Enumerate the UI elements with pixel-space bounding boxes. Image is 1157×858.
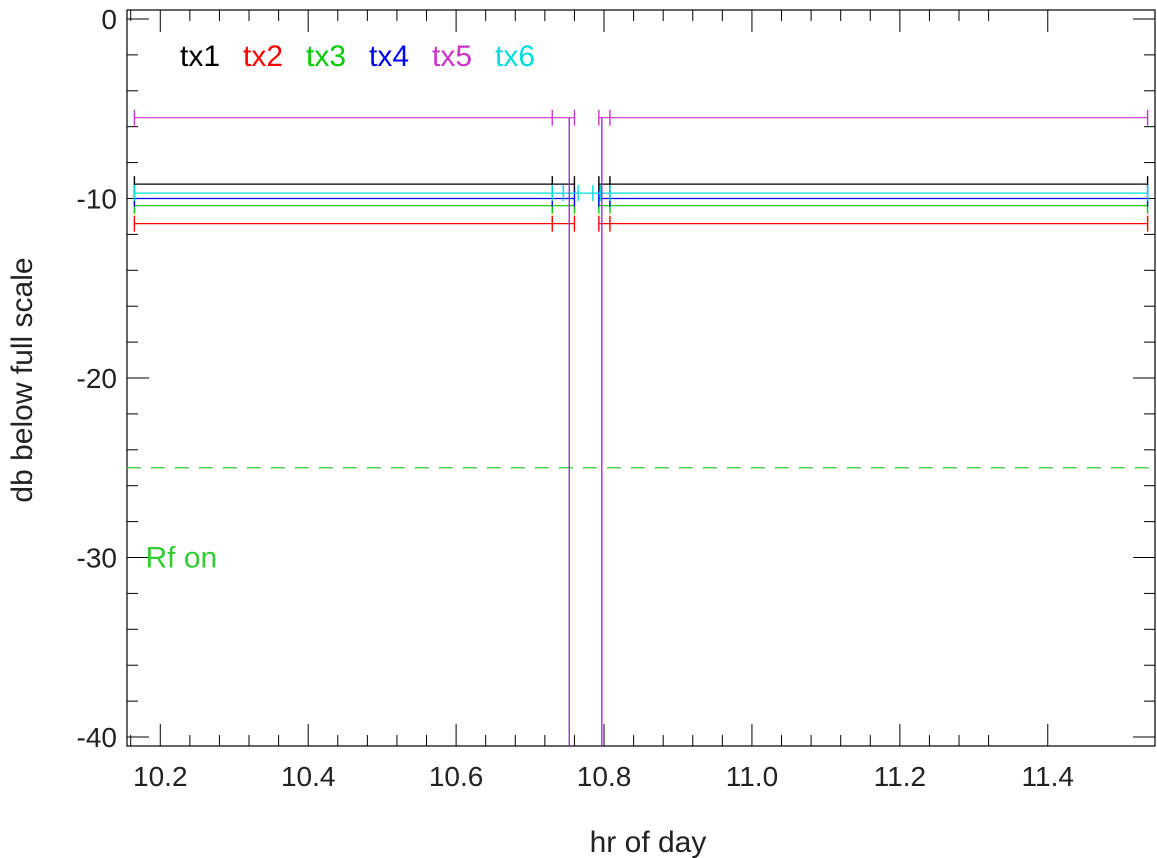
x-tick-label: 11.2 bbox=[874, 761, 926, 792]
legend: tx1 tx2 tx3 tx4 tx5 tx6 bbox=[180, 40, 535, 73]
x-tick-label: 10.8 bbox=[577, 761, 632, 792]
x-tick-label: 10.6 bbox=[429, 761, 484, 792]
x-tick-label: 11.0 bbox=[726, 761, 778, 792]
y-tick-label: 0 bbox=[101, 4, 117, 35]
y-tick-label: -40 bbox=[77, 722, 117, 753]
annotation-label: Rf on bbox=[145, 542, 217, 575]
series-tx6 bbox=[133, 185, 1149, 202]
series-tx1 bbox=[133, 176, 1149, 193]
y-axis-label: db below full scale bbox=[6, 257, 39, 502]
annotations: Rf on bbox=[145, 542, 217, 575]
x-tick-label: 10.4 bbox=[281, 761, 336, 792]
legend-item-tx3: tx3 bbox=[306, 40, 346, 73]
x-tick-label: 11.4 bbox=[1022, 761, 1074, 792]
x-axis-ticks: 10.2 10.4 10.6 10.8 11.0 11.2 11.4 bbox=[130, 10, 1074, 792]
series-layer bbox=[133, 109, 1149, 232]
y-tick-label: -30 bbox=[77, 543, 117, 574]
series-tx2 bbox=[133, 215, 1149, 232]
legend-item-tx1: tx1 bbox=[180, 40, 220, 73]
x-tick-label: 10.2 bbox=[133, 761, 188, 792]
y-axis-ticks: 0 -10 -20 -30 -40 bbox=[77, 4, 1155, 753]
legend-item-tx2: tx2 bbox=[243, 40, 283, 73]
legend-item-tx5: tx5 bbox=[432, 40, 472, 73]
drop-layer bbox=[568, 117, 603, 746]
y-tick-label: -10 bbox=[77, 183, 117, 214]
series-tx3 bbox=[133, 197, 1149, 214]
legend-item-tx6: tx6 bbox=[495, 40, 535, 73]
legend-item-tx4: tx4 bbox=[369, 40, 409, 73]
plot-frame bbox=[126, 9, 1156, 747]
x-axis-label: hr of day bbox=[590, 826, 707, 858]
series-tx5 bbox=[133, 109, 1149, 126]
y-tick-label: -20 bbox=[77, 363, 117, 394]
